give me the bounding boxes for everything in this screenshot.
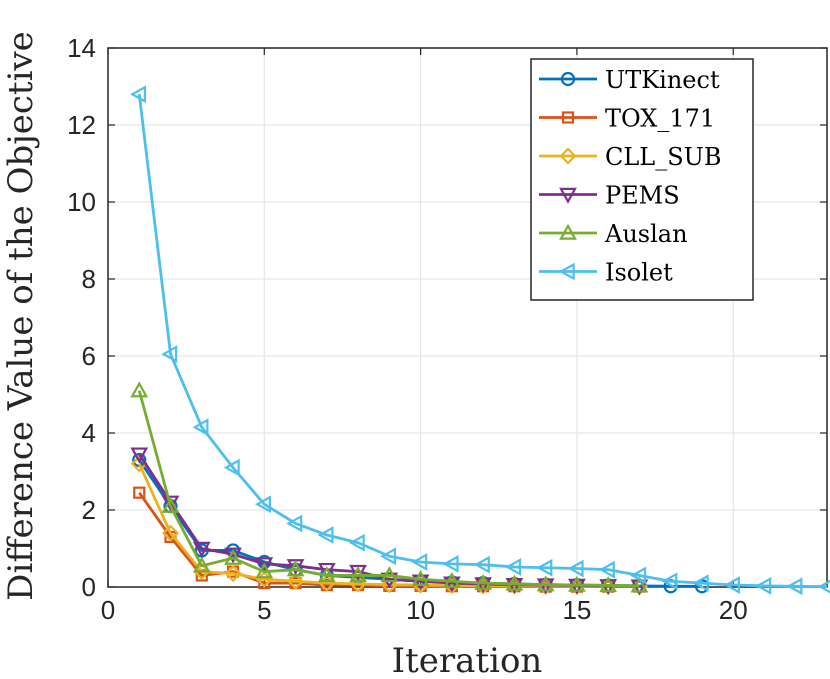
data-point bbox=[567, 559, 584, 578]
data-point bbox=[161, 524, 180, 542]
data-point bbox=[443, 576, 461, 593]
data-point bbox=[129, 85, 146, 104]
legend-entry: CLL_SUB bbox=[539, 143, 722, 171]
data-point bbox=[692, 574, 709, 593]
axes: 0 5 10 15 20 0 2 4 6 8 10 12 14 bbox=[67, 33, 828, 625]
legend-label: Isolet bbox=[605, 259, 673, 287]
y-tick-label: 10 bbox=[67, 187, 96, 217]
x-tick-label: 5 bbox=[257, 595, 271, 625]
data-point bbox=[223, 458, 240, 477]
data-point bbox=[786, 577, 803, 596]
legend-marker bbox=[559, 187, 577, 204]
data-point bbox=[349, 564, 367, 581]
legend-label: TOX_171 bbox=[605, 105, 715, 133]
legend-marker bbox=[558, 262, 575, 281]
legend-entry: UTKinect bbox=[539, 66, 720, 94]
data-point bbox=[192, 418, 209, 437]
series-line bbox=[137, 390, 640, 588]
y-tick-label: 6 bbox=[82, 341, 96, 371]
data-point bbox=[723, 576, 740, 594]
y-tick-label: 8 bbox=[82, 264, 96, 294]
y-tick-label: 4 bbox=[82, 418, 96, 448]
y-tick-label: 0 bbox=[82, 572, 96, 602]
legend-label: Auslan bbox=[604, 220, 688, 248]
data-point bbox=[443, 571, 461, 588]
data-point bbox=[505, 574, 524, 591]
legend-label: PEMS bbox=[605, 182, 680, 210]
data-point bbox=[161, 495, 180, 512]
data-point bbox=[286, 559, 305, 576]
series-auslan bbox=[130, 381, 649, 593]
data-point bbox=[224, 548, 242, 565]
data-point bbox=[599, 576, 618, 593]
data-point bbox=[130, 447, 149, 464]
legend-marker bbox=[560, 71, 576, 87]
data-point bbox=[817, 579, 830, 594]
data-point bbox=[380, 547, 397, 566]
legend-marker bbox=[559, 223, 577, 240]
data-point bbox=[192, 541, 211, 558]
data-point bbox=[161, 496, 180, 513]
data-point bbox=[192, 556, 211, 573]
data-point bbox=[536, 558, 553, 577]
legend-box bbox=[530, 58, 754, 301]
y-axis-label: Difference Value of the Objective bbox=[1, 31, 41, 601]
data-point bbox=[286, 560, 305, 577]
series-group bbox=[129, 85, 830, 596]
x-tick-label: 10 bbox=[406, 595, 435, 625]
legend-entry: PEMS bbox=[539, 182, 680, 210]
data-point bbox=[255, 562, 274, 579]
data-point bbox=[536, 575, 555, 592]
data-point bbox=[287, 572, 305, 590]
series-isolet bbox=[129, 85, 830, 596]
data-point bbox=[255, 495, 272, 514]
data-point bbox=[442, 555, 459, 573]
data-point bbox=[286, 514, 303, 533]
legend-entry: Auslan bbox=[539, 220, 688, 248]
legend-entry: TOX_171 bbox=[539, 105, 715, 133]
data-point bbox=[505, 558, 522, 576]
data-point bbox=[630, 566, 647, 585]
x-tick-label: 20 bbox=[719, 595, 748, 625]
data-point bbox=[224, 547, 242, 564]
data-point bbox=[255, 557, 274, 574]
data-point bbox=[348, 533, 365, 552]
x-tick-label: 15 bbox=[562, 595, 591, 625]
data-point bbox=[133, 486, 146, 499]
series-line bbox=[137, 94, 828, 589]
x-axis-label: Iteration bbox=[392, 641, 543, 679]
data-point bbox=[349, 566, 367, 583]
y-tick-label: 12 bbox=[67, 110, 96, 140]
legend-marker bbox=[561, 111, 575, 124]
data-point bbox=[411, 553, 428, 571]
legend: UTKinect TOX_171 CLL_SUB PEMS Auslan Isolet bbox=[530, 58, 754, 301]
data-point bbox=[224, 564, 242, 583]
data-point bbox=[317, 566, 336, 583]
data-point bbox=[755, 576, 772, 595]
data-point bbox=[161, 345, 178, 363]
data-point bbox=[473, 555, 490, 574]
legend-label: UTKinect bbox=[605, 66, 720, 94]
data-point bbox=[661, 572, 678, 591]
data-point bbox=[474, 573, 492, 590]
x-tick-label: 0 bbox=[101, 595, 115, 625]
legend-label: CLL_SUB bbox=[605, 143, 722, 171]
data-point bbox=[130, 381, 149, 398]
data-point bbox=[568, 575, 586, 592]
data-point bbox=[380, 566, 399, 583]
data-point bbox=[317, 526, 334, 544]
data-point bbox=[411, 574, 430, 591]
legend-entry: Isolet bbox=[539, 259, 673, 287]
data-point bbox=[380, 576, 398, 594]
y-tick-label: 2 bbox=[82, 495, 96, 525]
data-point bbox=[630, 576, 649, 593]
data-point bbox=[317, 562, 336, 579]
y-tick-label: 14 bbox=[67, 33, 96, 63]
data-point bbox=[411, 570, 430, 587]
legend-marker bbox=[559, 147, 577, 165]
data-point bbox=[598, 560, 615, 579]
